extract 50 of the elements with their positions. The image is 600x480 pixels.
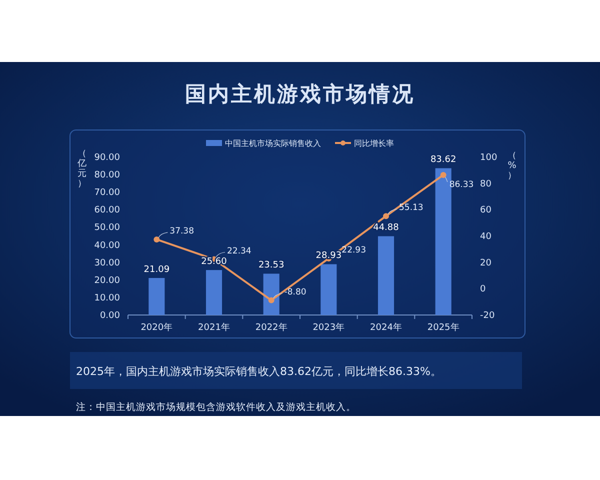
x-tick-label: 2023年 [312, 322, 345, 333]
bar [206, 270, 222, 315]
bar [378, 236, 394, 315]
y2-tick-label: 100 [480, 153, 498, 163]
bar [320, 264, 337, 315]
point [268, 297, 274, 304]
data-label: 55.13 [399, 203, 424, 214]
y-tick-label: 90.00 [94, 153, 120, 163]
point [154, 236, 160, 242]
data-label: 37.38 [170, 226, 194, 236]
x-tick-label: 2024年 [370, 322, 402, 333]
x-tick-label: 2020年 [140, 322, 173, 333]
y-tick-label: 20.00 [94, 276, 120, 286]
text: 注：中国主机游戏市场规模包含游戏软件收入及游戏主机收入。 [76, 401, 356, 413]
bar [435, 168, 452, 315]
y-tick-label: 10.00 [94, 293, 120, 304]
data-label: 86.33 [449, 180, 474, 190]
y2-tick-label: 80 [480, 179, 492, 190]
y-axis-title: （亿元） [76, 149, 86, 189]
data-label: 23.53 [258, 260, 284, 271]
y2-tick-label: 20 [480, 258, 492, 268]
y-tick-label: 0.00 [100, 311, 120, 321]
point [440, 172, 446, 178]
data-label: -8.80 [284, 287, 306, 298]
y-tick-label: 60.00 [94, 206, 120, 216]
x-tick-label: 2025年 [427, 322, 460, 333]
y2-tick-label: 0 [480, 284, 486, 295]
data-label: 22.34 [227, 246, 252, 256]
x-tick-label: 2022年 [255, 322, 288, 333]
y2-tick-label: 60 [480, 206, 492, 216]
y-tick-label: 40.00 [94, 240, 120, 251]
y-tick-label: 80.00 [94, 170, 120, 181]
y-tick-label: 50.00 [94, 223, 120, 234]
text: 2025年，国内主机游戏市场实际销售收入83.62亿元，同比增长86.33%。 [76, 365, 442, 378]
data-label: 83.62 [430, 155, 456, 166]
data-label: 21.09 [144, 264, 170, 275]
legend-label: 同比增长率 [354, 139, 394, 148]
legend-label: 中国主机市场实际销售收入 [225, 139, 321, 148]
y-tick-label: 30.00 [94, 258, 120, 268]
data-label: 22.93 [342, 245, 366, 256]
data-label: 44.88 [373, 223, 400, 234]
chart-title: 国内主机游戏市场情况 [185, 82, 415, 106]
x-tick-label: 2021年 [198, 322, 230, 333]
y-tick-label: 70.00 [94, 188, 120, 198]
y2-axis-title: （%） [508, 151, 517, 181]
point [383, 213, 389, 220]
bar [263, 274, 280, 315]
y2-tick-label: -20 [480, 311, 495, 321]
bar [148, 278, 165, 315]
y2-tick-label: 40 [480, 232, 492, 242]
